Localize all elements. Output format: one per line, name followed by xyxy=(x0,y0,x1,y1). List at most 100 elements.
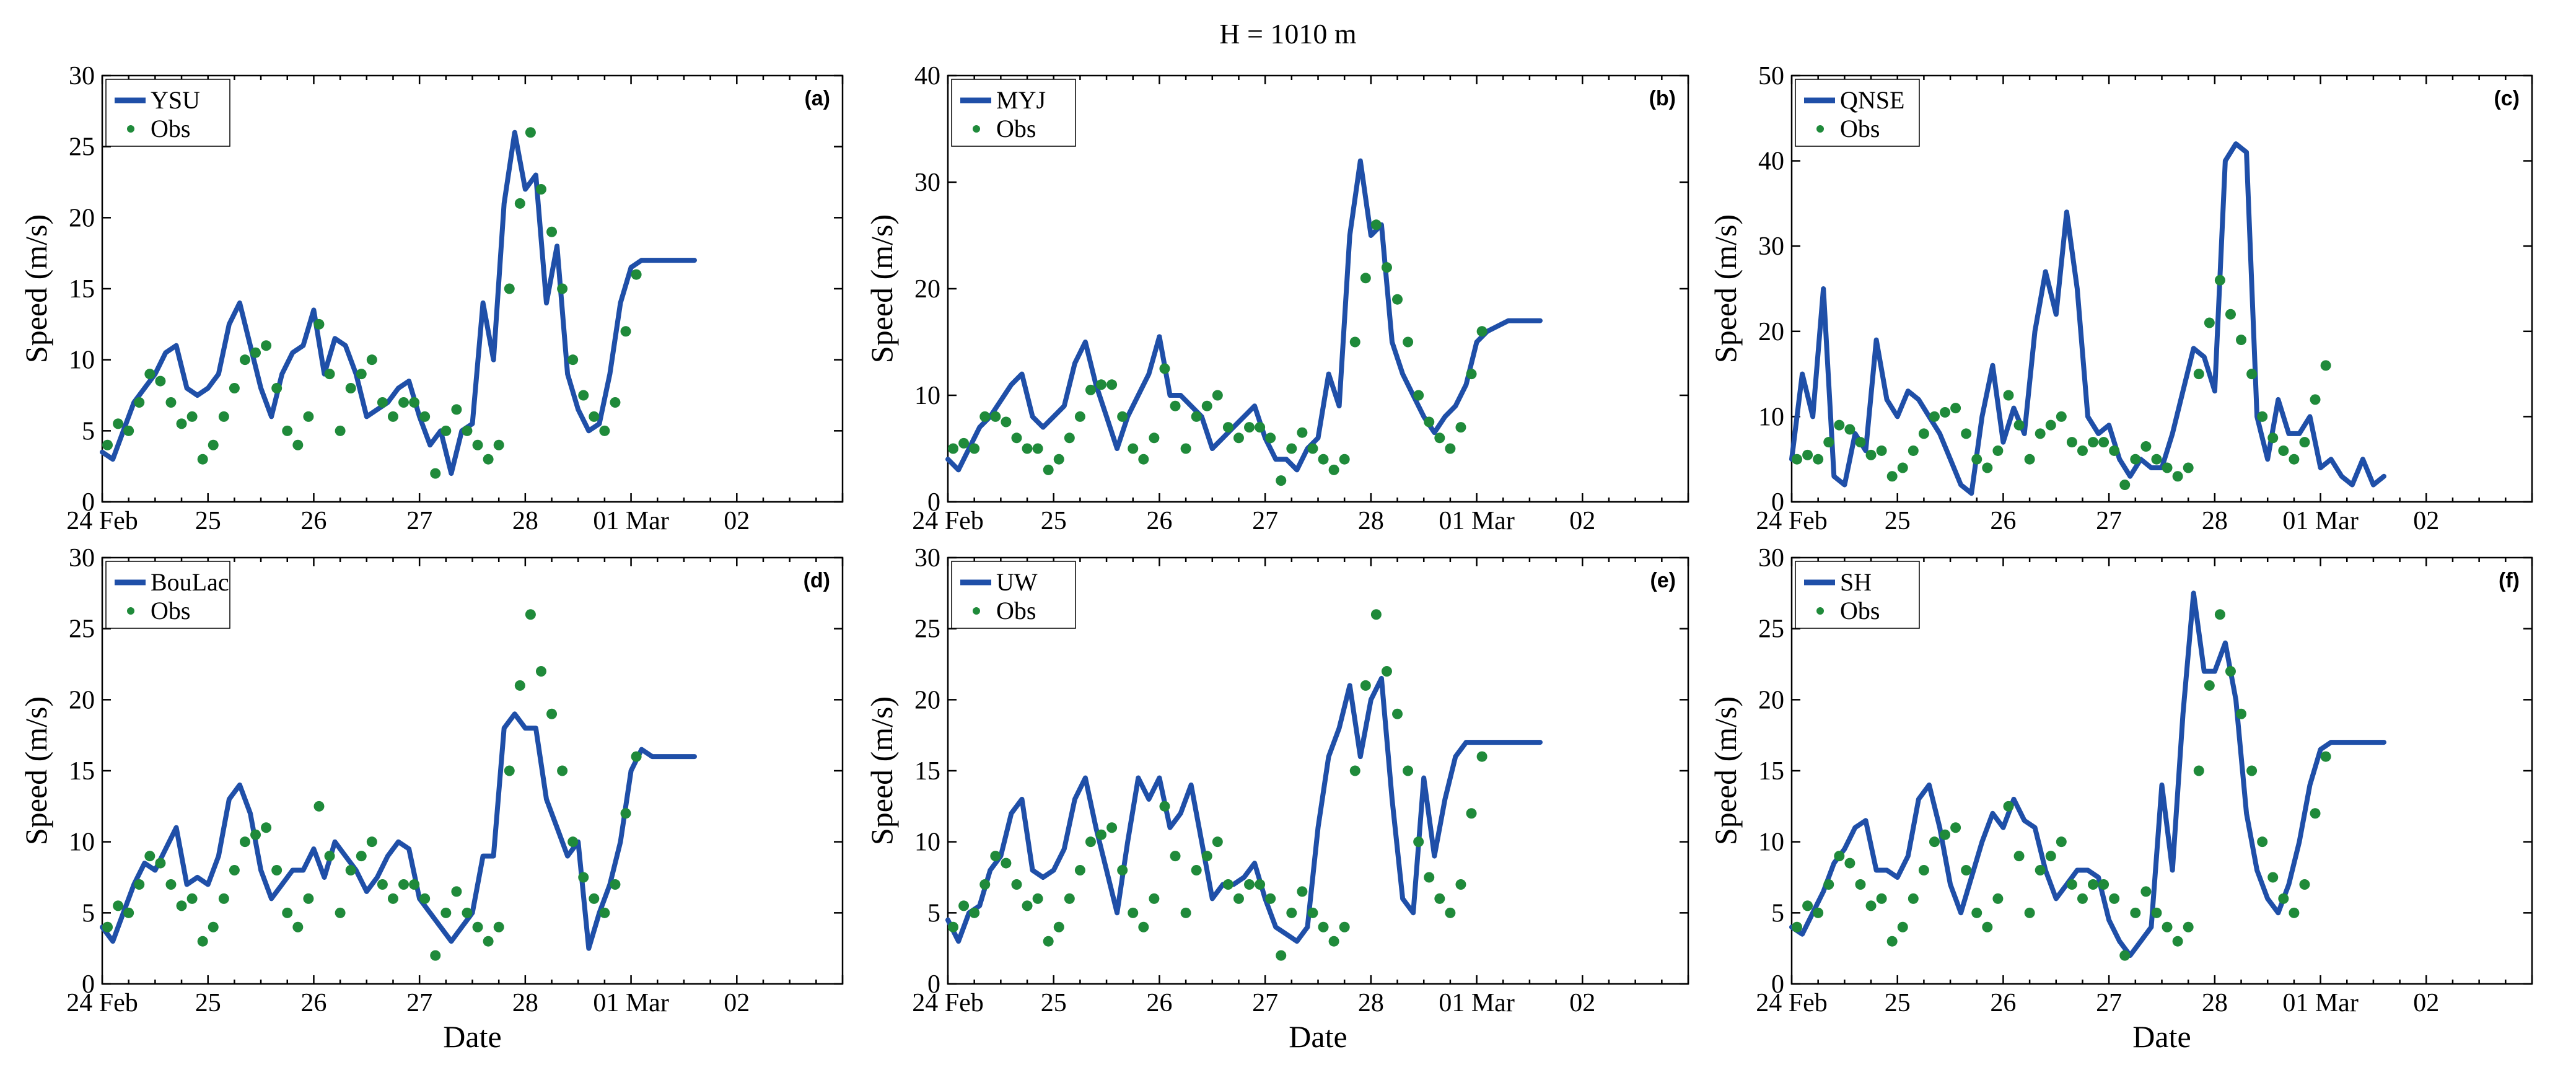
obs-point xyxy=(282,907,293,918)
obs-point xyxy=(1011,879,1022,890)
obs-point xyxy=(282,425,293,436)
obs-point xyxy=(1138,454,1149,465)
obs-point xyxy=(1001,416,1012,428)
y-tick-label: 15 xyxy=(69,275,95,304)
x-tick-label: 01 Mar xyxy=(2282,989,2358,1017)
x-tick-label: 01 Mar xyxy=(593,507,668,535)
obs-point xyxy=(2088,879,2099,890)
panel-tag: (d) xyxy=(804,569,830,592)
obs-point xyxy=(1191,865,1202,876)
obs-point xyxy=(1424,416,1435,428)
obs-point xyxy=(1971,454,1982,465)
obs-point xyxy=(1170,851,1181,862)
obs-point xyxy=(387,893,398,904)
obs-point xyxy=(1159,801,1170,812)
panel-tag: (e) xyxy=(1650,569,1676,592)
obs-point xyxy=(1106,379,1118,390)
obs-point xyxy=(1349,336,1360,348)
obs-point xyxy=(1950,822,1961,833)
obs-point xyxy=(1286,443,1297,454)
obs-point xyxy=(2172,936,2183,947)
y-tick-label: 25 xyxy=(69,133,95,162)
x-tick-label: 02 xyxy=(724,507,750,535)
obs-point xyxy=(335,425,346,436)
panel-b: 0 10 20 30 40 24 Feb 25 26 27 28 01 Mar 02 Speed (m/… xyxy=(864,62,1689,535)
obs-point xyxy=(102,921,113,932)
obs-point xyxy=(1434,893,1445,904)
obs-point xyxy=(578,390,589,401)
x-tick-label: 24 Feb xyxy=(1756,507,1828,535)
x-tick-label: 26 xyxy=(1146,507,1172,535)
legend-dot-swatch xyxy=(127,125,134,133)
obs-point xyxy=(1222,422,1233,433)
obs-point xyxy=(610,879,621,890)
y-tick-label: 5 xyxy=(82,417,95,445)
obs-point xyxy=(366,836,377,848)
obs-point xyxy=(1434,432,1445,444)
obs-point xyxy=(1876,445,1887,456)
obs-point xyxy=(1381,262,1392,273)
x-tick-label: 24 Feb xyxy=(66,989,138,1017)
obs-point xyxy=(324,851,335,862)
obs-point xyxy=(1370,219,1382,230)
obs-point xyxy=(2013,851,2025,862)
legend-box xyxy=(105,561,230,629)
obs-point xyxy=(239,354,250,366)
panel-f: 0 5 10 15 20 25 30 24 Feb 25 26 27 28 01 Mar 02 Speed … xyxy=(1708,544,2533,1054)
obs-point xyxy=(1445,443,1456,454)
legend-label-obs: Obs xyxy=(151,115,190,143)
obs-point xyxy=(546,708,558,719)
obs-point xyxy=(2289,454,2300,465)
obs-point xyxy=(165,879,177,890)
obs-point xyxy=(483,454,494,465)
obs-point xyxy=(1043,936,1054,947)
obs-point xyxy=(1961,865,1972,876)
y-tick-label: 15 xyxy=(69,757,95,786)
obs-point xyxy=(2024,907,2035,918)
x-tick-label: 26 xyxy=(1990,507,2016,535)
y-tick-label: 20 xyxy=(914,686,940,714)
legend-label-model: SH xyxy=(1840,568,1872,596)
y-tick-label: 30 xyxy=(69,62,95,90)
obs-point xyxy=(1032,893,1043,904)
obs-point xyxy=(1053,454,1064,465)
obs-point xyxy=(186,411,198,422)
obs-point xyxy=(239,836,250,848)
x-tick-label: 28 xyxy=(512,507,538,535)
obs-point xyxy=(2225,309,2236,320)
obs-point xyxy=(1180,443,1191,454)
obs-point xyxy=(356,369,367,380)
obs-point xyxy=(229,865,240,876)
obs-point xyxy=(208,921,219,932)
obs-point xyxy=(250,347,261,358)
obs-point xyxy=(1233,432,1244,444)
legend-label-model: MYJ xyxy=(996,86,1046,114)
obs-point xyxy=(2267,432,2279,444)
obs-point xyxy=(2289,907,2300,918)
obs-point xyxy=(2320,360,2331,371)
legend-label-model: UW xyxy=(996,568,1038,596)
x-tick-label: 02 xyxy=(2413,989,2439,1017)
obs-point xyxy=(1971,907,1982,918)
obs-point xyxy=(176,418,187,429)
obs-point xyxy=(1950,403,1961,414)
y-tick-label: 40 xyxy=(914,62,940,90)
obs-point xyxy=(2130,907,2141,918)
obs-point xyxy=(1297,886,1308,897)
obs-point xyxy=(2151,907,2162,918)
obs-point xyxy=(440,907,452,918)
obs-point xyxy=(113,900,124,911)
obs-point xyxy=(197,936,208,947)
x-tick-label: 01 Mar xyxy=(593,989,668,1017)
obs-point xyxy=(557,283,568,294)
obs-point xyxy=(1064,893,1075,904)
obs-point xyxy=(1191,411,1202,422)
obs-point xyxy=(2066,879,2077,890)
obs-point xyxy=(1128,907,1139,918)
x-tick-label: 28 xyxy=(1358,507,1384,535)
obs-point xyxy=(2056,411,2067,422)
obs-point xyxy=(1381,665,1392,677)
obs-point xyxy=(1834,851,1845,862)
y-tick-label: 5 xyxy=(1771,899,1784,928)
